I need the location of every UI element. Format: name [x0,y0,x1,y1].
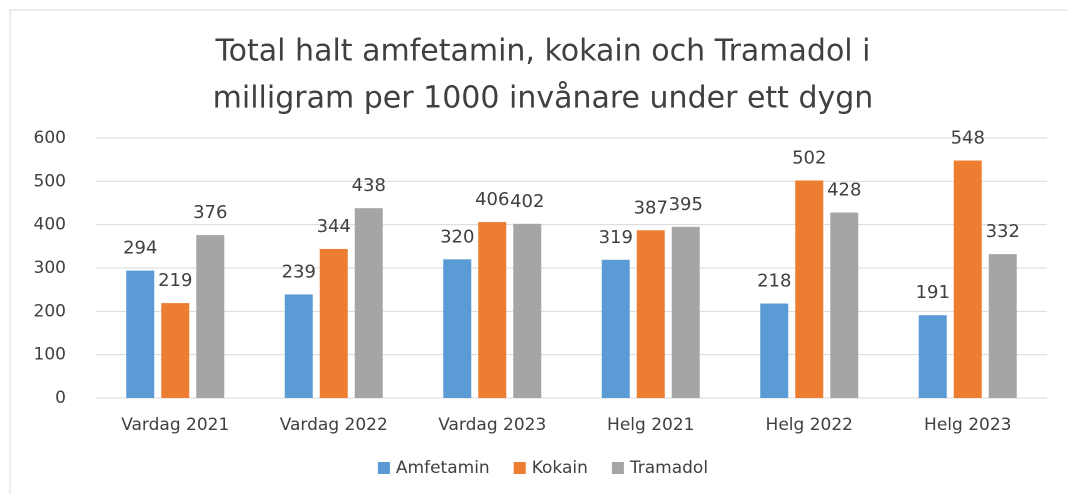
bar [636,230,665,398]
data-label: 502 [792,147,826,168]
x-tick-label: Vardag 2021 [121,415,229,435]
x-tick-label: Helg 2022 [766,415,853,435]
data-label: 320 [440,226,474,247]
data-label: 219 [158,270,192,291]
y-tick-label: 0 [55,388,66,408]
data-label: 387 [634,197,668,218]
legend-label: Tramadol [629,458,708,478]
data-label: 548 [951,128,985,149]
data-label: 191 [916,282,950,303]
data-label: 438 [352,175,386,196]
data-label: 319 [599,227,633,248]
data-label: 428 [827,180,861,201]
bar [988,254,1017,398]
data-label: 332 [986,221,1020,242]
data-label: 239 [282,261,316,282]
data-label: 376 [193,202,227,223]
legend-swatch [513,462,526,474]
data-label: 395 [669,194,703,215]
y-tick-label: 600 [34,128,66,148]
legend-label: Kokain [532,458,588,478]
bar [601,259,630,398]
y-tick-label: 300 [34,258,66,278]
bar [354,208,383,398]
x-tick-label: Vardag 2022 [280,415,388,435]
y-tick-label: 100 [34,345,66,365]
x-tick-label: Helg 2021 [607,415,694,435]
data-label: 406 [475,189,509,210]
bar [953,160,982,398]
bar [671,226,700,398]
bar [513,223,542,398]
y-tick-label: 400 [34,215,66,235]
y-tick-label: 200 [34,301,66,321]
bar [830,212,859,398]
data-label: 294 [123,238,157,259]
legend-swatch [611,462,624,474]
bar [284,294,313,398]
data-label: 402 [510,191,544,212]
x-tick-label: Vardag 2023 [438,415,546,435]
bar [760,303,789,398]
bar [196,235,225,398]
chart-title: Total halt amfetamin, kokain och Tramado… [214,34,870,69]
bar [319,248,348,398]
data-label: 344 [317,216,351,237]
x-tick-label: Helg 2023 [924,415,1011,435]
data-label: 218 [757,271,791,292]
bar [126,270,155,398]
bar [918,315,947,398]
bar [161,303,190,398]
bar [795,180,824,398]
chart-title: milligram per 1000 invånare under ett dy… [213,81,874,116]
y-tick-label: 500 [34,171,66,191]
bar [443,259,472,398]
legend-label: Amfetamin [396,458,490,478]
bar [478,222,507,398]
legend-swatch [377,462,390,474]
